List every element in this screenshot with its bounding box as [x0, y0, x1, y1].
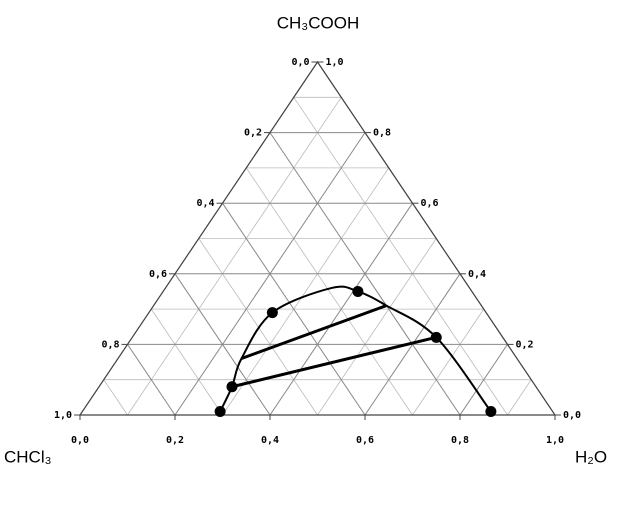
grid-line-h2o [412, 308, 485, 416]
grid-line-h2o [127, 97, 342, 416]
bottom-tick-label: 0,2 [166, 435, 184, 446]
right-tick-label: 0,8 [373, 128, 391, 139]
grid-line-h2o [222, 167, 390, 416]
right-tick-label: 0,6 [421, 198, 439, 209]
left-tick-label: 0,6 [149, 269, 167, 280]
bottom-tick-label: 0,0 [71, 435, 89, 446]
tie-line [240, 304, 387, 360]
left-tick-label: 0,8 [101, 339, 119, 350]
grid-line-h2o [269, 202, 413, 416]
data-point [485, 405, 497, 417]
bottom-tick-label: 0,4 [261, 435, 279, 446]
data-point [352, 285, 364, 297]
left-tick-label: 0,2 [244, 128, 262, 139]
bottom-tick-label: 0,8 [451, 435, 469, 446]
grid-line-chcl3 [150, 308, 223, 416]
grid-line-chcl3 [198, 238, 318, 416]
grid-line-chcl3 [127, 344, 176, 416]
tie-line [231, 335, 437, 389]
grid-line-chcl3 [222, 202, 366, 416]
grid-line-chcl3 [293, 97, 508, 416]
right-tick-label: 1,0 [326, 57, 344, 68]
left-tick-label: 0,4 [196, 198, 214, 209]
right-tick-label: 0,0 [563, 410, 581, 421]
grid-line-h2o [507, 379, 532, 416]
left-component-label: CHCl₃ [4, 447, 52, 466]
data-point [266, 307, 278, 319]
left-tick-label: 1,0 [54, 410, 72, 421]
data-point [214, 405, 226, 417]
right-tick-label: 0,2 [516, 339, 534, 350]
grid-line-chcl3 [103, 379, 128, 416]
grid-line-chcl3 [245, 167, 413, 416]
right-component-label: H₂O [575, 447, 607, 466]
top-component-label: CH₃COOH [277, 13, 359, 32]
bottom-tick-label: 1,0 [546, 435, 564, 446]
grid-line-chcl3 [174, 273, 271, 416]
triangle-frame [78, 60, 557, 416]
grid-line-h2o [317, 238, 437, 416]
right-tick-label: 0,4 [468, 269, 486, 280]
binodal-curve [219, 285, 492, 413]
data-point [430, 331, 442, 343]
grid-line-h2o [459, 344, 508, 416]
bottom-tick-label: 0,6 [356, 435, 374, 446]
data-point [226, 381, 238, 393]
left-tick-label: 0,0 [291, 57, 309, 68]
